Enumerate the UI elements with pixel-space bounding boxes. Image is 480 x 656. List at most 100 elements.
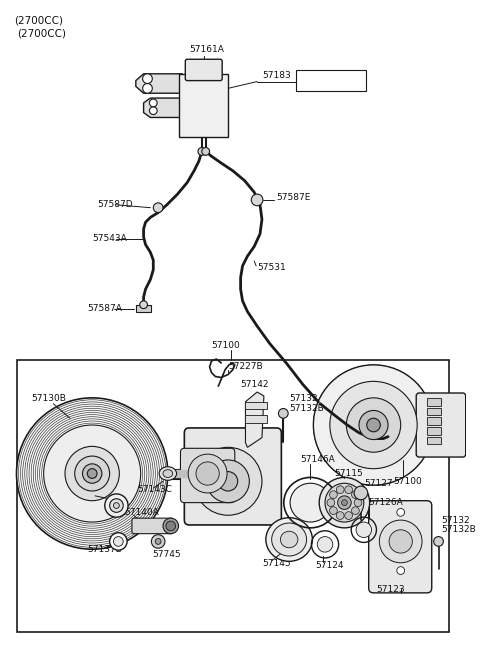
Circle shape	[65, 446, 120, 501]
Ellipse shape	[280, 531, 298, 548]
Circle shape	[354, 486, 368, 500]
Text: 57123: 57123	[376, 585, 405, 594]
Circle shape	[194, 447, 262, 515]
Text: 57132B: 57132B	[289, 404, 324, 413]
Bar	[245, 401, 267, 409]
Circle shape	[113, 502, 120, 508]
Circle shape	[109, 533, 127, 550]
Text: 57147: 57147	[85, 489, 114, 497]
Text: 57132: 57132	[442, 516, 470, 525]
Circle shape	[16, 398, 168, 549]
Circle shape	[202, 148, 210, 155]
Circle shape	[196, 462, 219, 485]
Circle shape	[163, 518, 179, 534]
Circle shape	[313, 365, 434, 485]
Text: 57130B: 57130B	[31, 394, 66, 403]
Text: (2700CC): (2700CC)	[17, 28, 66, 38]
Text: 57140A: 57140A	[124, 508, 159, 517]
Circle shape	[330, 506, 337, 514]
Ellipse shape	[163, 470, 173, 478]
Circle shape	[143, 74, 152, 83]
Text: 57100: 57100	[393, 477, 422, 486]
Text: 57587A: 57587A	[87, 304, 122, 313]
Circle shape	[319, 478, 370, 528]
Text: 57227B: 57227B	[228, 362, 263, 371]
Circle shape	[345, 486, 352, 493]
Circle shape	[356, 522, 372, 537]
Circle shape	[354, 499, 362, 506]
Text: 57146A: 57146A	[301, 455, 336, 464]
Circle shape	[341, 500, 348, 506]
Text: 57143C: 57143C	[138, 485, 173, 493]
Circle shape	[330, 381, 417, 468]
Text: 57161A: 57161A	[189, 45, 224, 54]
Bar	[427, 407, 442, 415]
Circle shape	[345, 512, 352, 520]
Circle shape	[336, 486, 344, 493]
Circle shape	[87, 468, 97, 478]
Circle shape	[351, 491, 360, 499]
Circle shape	[325, 483, 364, 522]
Ellipse shape	[290, 483, 331, 522]
Text: 57115: 57115	[335, 469, 363, 478]
Circle shape	[153, 203, 163, 213]
Circle shape	[252, 194, 263, 206]
Circle shape	[109, 499, 123, 512]
Circle shape	[75, 456, 109, 491]
Text: 57531: 57531	[257, 263, 286, 272]
Ellipse shape	[159, 466, 177, 480]
Circle shape	[188, 454, 227, 493]
Circle shape	[143, 83, 152, 93]
Circle shape	[336, 512, 344, 520]
Text: 57135: 57135	[214, 449, 242, 459]
Bar	[136, 305, 151, 312]
Circle shape	[330, 491, 337, 499]
Circle shape	[379, 520, 422, 563]
FancyBboxPatch shape	[132, 518, 173, 534]
Circle shape	[397, 567, 405, 575]
Text: 57587D: 57587D	[97, 200, 132, 209]
Circle shape	[149, 99, 157, 107]
Circle shape	[347, 398, 401, 452]
Text: 57124: 57124	[315, 561, 344, 570]
Text: 57120: 57120	[180, 451, 208, 460]
FancyBboxPatch shape	[185, 59, 222, 81]
Circle shape	[198, 148, 206, 155]
Circle shape	[337, 496, 351, 510]
Text: 57132: 57132	[289, 394, 318, 403]
Circle shape	[44, 425, 141, 522]
Bar	[296, 70, 366, 91]
Circle shape	[278, 409, 288, 419]
Circle shape	[83, 464, 102, 483]
FancyBboxPatch shape	[180, 448, 235, 502]
Circle shape	[218, 472, 238, 491]
Bar	[427, 417, 442, 425]
Polygon shape	[245, 392, 264, 447]
Text: 57543A: 57543A	[92, 234, 127, 243]
Text: 57132B: 57132B	[442, 525, 476, 534]
Text: 57127: 57127	[364, 479, 393, 487]
Bar	[427, 437, 442, 444]
Text: 57100: 57100	[212, 341, 240, 350]
Circle shape	[397, 508, 405, 516]
Circle shape	[151, 535, 165, 548]
Text: 57183: 57183	[262, 72, 291, 80]
Bar	[427, 398, 442, 405]
Bar	[427, 427, 442, 435]
Circle shape	[317, 537, 333, 552]
Circle shape	[367, 419, 380, 432]
Circle shape	[105, 494, 128, 517]
Bar	[180, 74, 228, 137]
Text: 57142: 57142	[240, 380, 269, 389]
Circle shape	[166, 521, 176, 531]
Polygon shape	[144, 98, 182, 117]
Text: 57137B: 57137B	[87, 544, 122, 554]
Circle shape	[149, 107, 157, 115]
FancyBboxPatch shape	[184, 428, 281, 525]
Circle shape	[113, 537, 123, 546]
Bar	[17, 360, 449, 632]
Ellipse shape	[266, 518, 312, 562]
Text: (2700CC): (2700CC)	[14, 16, 63, 26]
Ellipse shape	[272, 523, 307, 556]
FancyBboxPatch shape	[416, 393, 466, 457]
